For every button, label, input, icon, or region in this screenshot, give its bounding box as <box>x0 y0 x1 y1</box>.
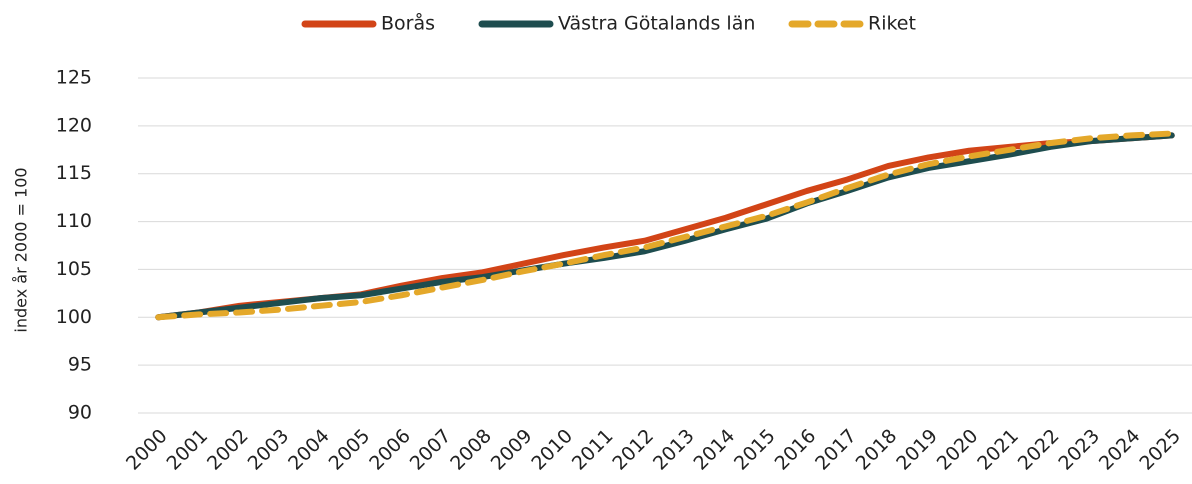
x-tick-label: 2005 <box>325 425 375 475</box>
series-line <box>155 132 1175 321</box>
x-tick-label: 2010 <box>527 425 577 475</box>
y-tick-label: 110 <box>56 210 92 232</box>
x-tick-label: 2012 <box>608 425 658 475</box>
y-tick-label: 90 <box>68 402 92 424</box>
legend-label: Borås <box>381 12 435 35</box>
x-tick-label: 2011 <box>568 425 618 475</box>
x-tick-label: 2008 <box>446 425 496 475</box>
x-tick-label: 2024 <box>1095 425 1145 475</box>
x-tick-label: 2013 <box>649 425 699 475</box>
x-tick-label: 2000 <box>122 425 172 475</box>
x-tick-label: 2007 <box>406 425 456 475</box>
y-tick-label: 115 <box>56 162 92 184</box>
x-tick-label: 2004 <box>284 425 334 475</box>
x-tick-label: 2002 <box>203 425 253 475</box>
y-tick-label: 105 <box>56 258 92 280</box>
x-tick-label: 2021 <box>973 425 1023 475</box>
x-tick-label: 2019 <box>892 425 942 475</box>
y-tick-label: 120 <box>56 114 92 136</box>
x-tick-label: 2003 <box>244 425 294 475</box>
x-tick-label: 2020 <box>933 425 983 475</box>
series-line <box>155 130 1175 321</box>
x-tick-label: 2025 <box>1135 425 1185 475</box>
x-tick-label: 2017 <box>811 425 861 475</box>
y-tick-label: 95 <box>68 354 92 376</box>
series-line <box>155 132 1175 321</box>
y-tick-label: 125 <box>56 67 92 89</box>
x-tick-label: 2006 <box>365 425 415 475</box>
x-tick-label: 2014 <box>689 425 739 475</box>
legend-label: Västra Götalands län <box>558 13 755 35</box>
x-tick-label: 2009 <box>487 425 537 475</box>
legend-label: Riket <box>868 13 916 35</box>
y-tick-label: 100 <box>56 306 92 328</box>
y-axis-label: index år 2000 = 100 <box>12 167 31 332</box>
x-tick-label: 2015 <box>730 425 780 475</box>
x-tick-label: 2016 <box>771 425 821 475</box>
x-tick-label: 2023 <box>1054 425 1104 475</box>
x-tick-label: 2022 <box>1014 425 1064 475</box>
x-tick-label: 2001 <box>162 425 212 475</box>
x-tick-label: 2018 <box>852 425 902 475</box>
